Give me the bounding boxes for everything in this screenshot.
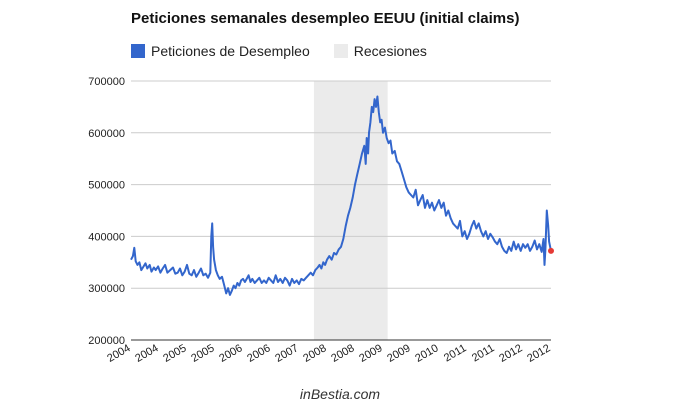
last-point-marker [548,247,554,254]
legend-item-claims[interactable]: Peticiones de Desempleo [131,43,310,59]
legend-label-recessions: Recesiones [353,43,427,59]
x-tick-label-15: 2012 [525,342,552,365]
x-tick-label-14: 2012 [497,342,524,365]
y-tick-label-0: 200000 [88,335,125,347]
x-tick-label-7: 2008 [301,342,328,365]
y-tick-label-3: 500000 [88,180,125,192]
y-tick-label-4: 600000 [88,128,125,140]
series-line-claims [130,95,552,296]
legend-item-recessions[interactable]: Recesiones [333,43,427,59]
chart-title: Peticiones semanales desempleo EEUU (ini… [131,10,520,27]
x-tick-label-12: 2011 [442,342,468,364]
x-tick-label-13: 2011 [470,342,496,364]
x-tick-label-8: 2008 [329,342,356,365]
x-tick-label-10: 2009 [385,342,412,365]
x-tick-label-2: 2005 [161,342,188,365]
x-tick-label-6: 2007 [273,342,300,365]
y-tick-label-1: 300000 [88,283,125,295]
x-tick-label-4: 2006 [217,342,244,365]
x-tick-label-1: 2004 [133,342,160,365]
y-tick-label-2: 400000 [88,231,125,243]
legend-swatch-claims [131,44,145,58]
x-tick-label-9: 2009 [357,342,384,365]
x-tick-label-5: 2006 [245,342,272,365]
y-tick-label-5: 700000 [88,76,125,88]
legend-swatch-recessions [333,44,348,58]
legend: Peticiones de Desempleo Recesiones [131,43,451,59]
footer-credit: inBestia.com [299,386,381,402]
x-tick-label-3: 2005 [189,342,216,365]
x-tick-label-11: 2010 [413,342,440,365]
recession-band-0 [313,81,388,340]
legend-label-claims: Peticiones de Desempleo [151,43,310,59]
